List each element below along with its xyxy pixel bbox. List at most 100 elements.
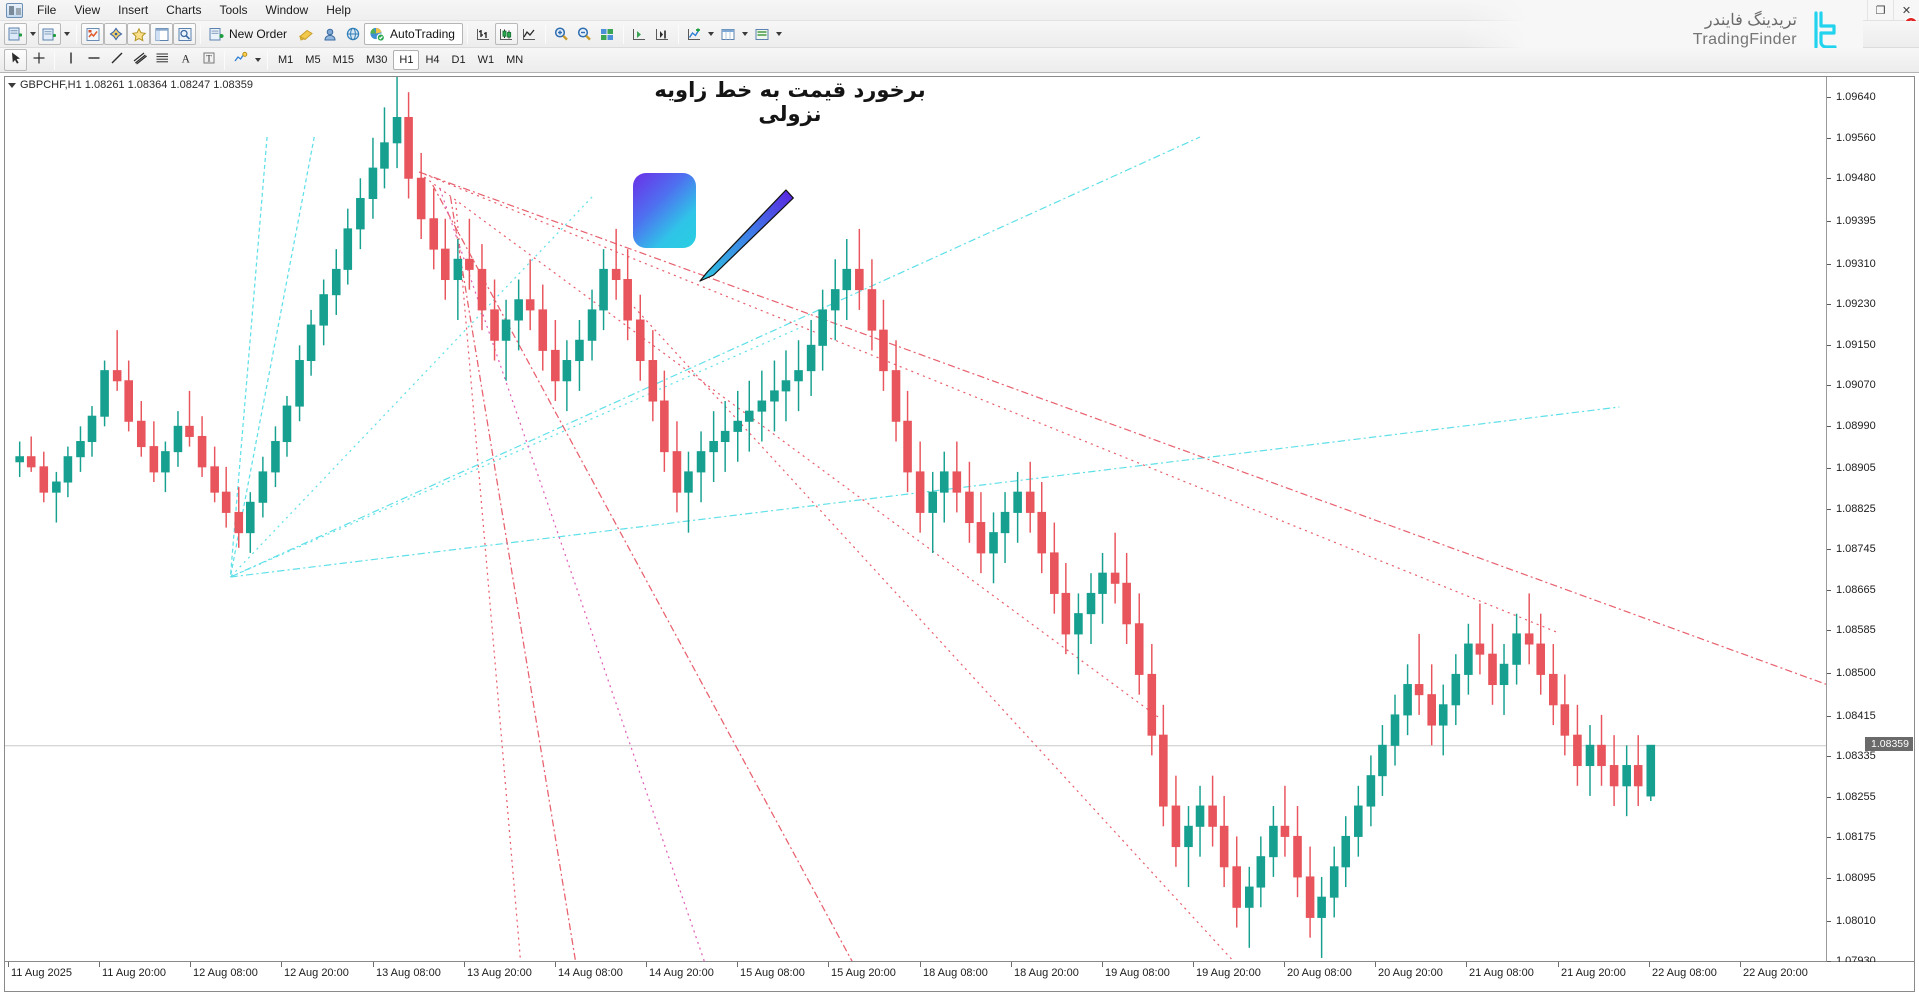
zoom-in-button[interactable]	[550, 23, 573, 45]
chart-window[interactable]: GBPCHF,H1 1.08261 1.08364 1.08247 1.0835…	[4, 76, 1915, 967]
timeframe-button-w1[interactable]: W1	[477, 54, 495, 66]
metaeditor-button[interactable]	[295, 23, 318, 45]
price-tick: 1.09395	[1827, 215, 1915, 227]
price-tick: 1.09560	[1827, 132, 1915, 144]
templates-button[interactable]	[751, 23, 774, 45]
timeframe-button-m5[interactable]: M5	[305, 54, 321, 66]
time-tick: 19 Aug 08:00	[1102, 962, 1170, 979]
templates-dropdown-icon[interactable]	[774, 23, 785, 45]
price-tick: 1.09640	[1827, 91, 1915, 103]
timeframe-button-h4[interactable]: H4	[425, 54, 440, 66]
time-tick: 21 Aug 08:00	[1466, 962, 1534, 979]
menu-item-file[interactable]: File	[37, 3, 57, 17]
toolbar-separator	[76, 24, 77, 44]
price-tick: 1.08255	[1827, 791, 1915, 803]
profiles-dropdown-icon[interactable]	[61, 23, 72, 45]
fibonacci-icon	[155, 51, 171, 70]
toolbar-separator	[267, 50, 268, 70]
menu-item-charts[interactable]: Charts	[166, 3, 202, 17]
close-button[interactable]: ✕	[1893, 0, 1919, 20]
time-tick: 22 Aug 08:00	[1649, 962, 1717, 979]
vertical-line-tool[interactable]	[59, 49, 82, 71]
toolbar-separator	[54, 50, 55, 70]
equidistant-channel-tool[interactable]	[128, 49, 151, 71]
time-tick: 14 Aug 08:00	[555, 962, 623, 979]
new-order-label: New Order	[229, 27, 288, 41]
horizontal-line-tool[interactable]	[82, 49, 105, 71]
strategy-tester-button[interactable]	[173, 23, 196, 45]
new-order-button[interactable]: New Order	[205, 23, 295, 45]
svg-text:A: A	[181, 53, 190, 65]
timeframe-button-h1[interactable]: H1	[393, 50, 420, 70]
text-tool[interactable]: A	[174, 49, 197, 71]
periods-button[interactable]	[717, 23, 740, 45]
vertical-line-icon	[64, 51, 78, 70]
price-tick: 1.09150	[1827, 339, 1915, 351]
autotrading-button[interactable]: AutoTrading	[364, 23, 463, 45]
cursor-icon	[9, 51, 23, 70]
cursor-tool[interactable]	[4, 49, 27, 71]
objects-list-tool[interactable]	[229, 49, 252, 71]
price-tick: 1.08745	[1827, 543, 1915, 555]
bar-chart-button[interactable]	[472, 23, 495, 45]
zoom-out-button[interactable]	[573, 23, 596, 45]
menu-item-window[interactable]: Window	[265, 3, 309, 17]
chart-shift-button[interactable]	[628, 23, 651, 45]
profiles-button[interactable]	[38, 23, 61, 45]
menu-item-insert[interactable]: Insert	[118, 3, 149, 17]
line-studies-toolbar: A T M1 M5 M15 M30 H1 H4 D1 W1 MN	[0, 48, 1919, 73]
trendline-icon	[110, 51, 124, 70]
price-tick: 1.08585	[1827, 624, 1915, 636]
tile-windows-button[interactable]	[596, 23, 619, 45]
indicators-dropdown-icon[interactable]	[706, 23, 717, 45]
text-label-icon: T	[202, 51, 216, 70]
time-tick: 12 Aug 08:00	[190, 962, 258, 979]
mql5-community-button[interactable]	[341, 23, 364, 45]
timeframe-button-m1[interactable]: M1	[278, 54, 294, 66]
price-tick: 1.08990	[1827, 420, 1915, 432]
crosshair-icon	[32, 51, 46, 70]
new-chart-button[interactable]	[4, 23, 27, 45]
trendline-tool[interactable]	[105, 49, 128, 71]
timeframe-button-mn[interactable]: MN	[506, 54, 524, 66]
data-window-button[interactable]	[104, 23, 127, 45]
terminal-button[interactable]	[150, 23, 173, 45]
toolbar-separator	[622, 24, 624, 44]
minimize-button[interactable]: —	[1841, 0, 1867, 20]
expert-advisors-button[interactable]	[318, 23, 341, 45]
chart-symbol-header: GBPCHF,H1 1.08261 1.08364 1.08247 1.0835…	[8, 79, 253, 91]
time-tick: 18 Aug 08:00	[920, 962, 988, 979]
chart-collapse-icon[interactable]	[8, 82, 16, 88]
restore-button[interactable]: ❐	[1867, 0, 1893, 20]
line-chart-button[interactable]	[518, 23, 541, 45]
main-toolbar: New Order AutoTrading	[0, 21, 1919, 48]
candlestick-chart-button[interactable]	[494, 23, 518, 45]
chart-symbol-label: GBPCHF,H1 1.08261 1.08364 1.08247 1.0835…	[20, 79, 254, 91]
timeframe-button-d1[interactable]: D1	[451, 54, 466, 66]
objects-icon	[233, 51, 249, 70]
time-tick: 20 Aug 20:00	[1375, 962, 1443, 979]
periods-dropdown-icon[interactable]	[740, 23, 751, 45]
menu-item-help[interactable]: Help	[326, 3, 351, 17]
auto-scroll-button[interactable]	[651, 23, 674, 45]
price-scale[interactable]: 1.09640 1.09560 1.09480 1.09395 1.09310 1.092…	[1826, 77, 1915, 967]
time-scale[interactable]: 11 Aug 2025 11 Aug 20:00 12 Aug 08:00 12 Au…	[4, 962, 1915, 992]
timeframe-button-m15[interactable]: M15	[332, 54, 354, 66]
price-tick: 1.09070	[1827, 379, 1915, 391]
market-watch-button[interactable]	[81, 23, 104, 45]
new-chart-dropdown-icon[interactable]	[27, 23, 38, 45]
navigator-button[interactable]	[127, 23, 150, 45]
annotation-text: برخورد قیمت به خط زاویه نزولی	[654, 78, 926, 126]
price-tick: 1.08415	[1827, 710, 1915, 722]
text-label-tool[interactable]: T	[197, 49, 220, 71]
timeframe-button-m30[interactable]: M30	[365, 54, 388, 66]
fibonacci-tool[interactable]	[151, 49, 174, 71]
menu-item-tools[interactable]: Tools	[219, 3, 248, 17]
indicators-button[interactable]	[683, 23, 706, 45]
objects-dropdown-icon[interactable]	[252, 49, 263, 71]
chart-plot-area[interactable]	[5, 77, 1826, 961]
menu-item-view[interactable]: View	[74, 3, 101, 17]
menu-bar: File View Insert Charts Tools Window Hel…	[0, 0, 1919, 21]
crosshair-tool[interactable]	[27, 49, 50, 71]
metatrader-logo-icon	[6, 2, 23, 18]
